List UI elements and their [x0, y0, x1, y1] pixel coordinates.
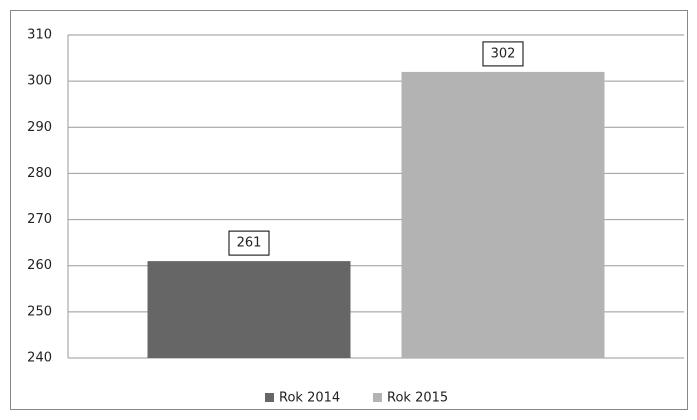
data-label-box	[228, 230, 270, 256]
bar	[147, 261, 351, 358]
legend-label: Rok 2014	[279, 391, 340, 406]
y-tick-label: 310	[27, 28, 52, 43]
y-tick-label: 300	[27, 74, 52, 89]
y-tick-label: 250	[27, 304, 52, 319]
data-label-box	[482, 41, 524, 67]
y-tick-label: 290	[27, 120, 52, 135]
legend-swatch	[265, 393, 274, 402]
data-label: 302	[491, 46, 516, 61]
bar	[401, 71, 605, 359]
data-label: 261	[237, 236, 262, 251]
legend-label: Rok 2015	[387, 391, 448, 406]
y-tick-label: 260	[27, 258, 52, 273]
legend-swatch	[373, 393, 382, 402]
y-tick-label: 240	[27, 351, 52, 366]
y-tick-label: 280	[27, 166, 52, 181]
y-tick-label: 270	[27, 212, 52, 227]
